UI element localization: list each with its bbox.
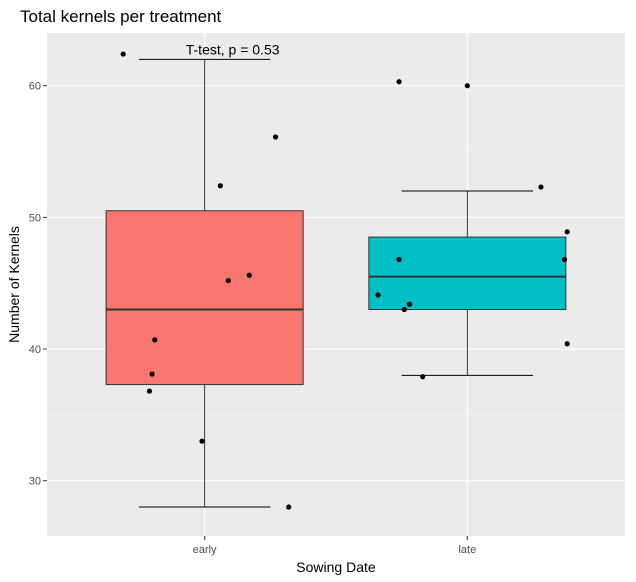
data-point <box>564 229 570 235</box>
data-point <box>272 134 279 140</box>
x-axis-label: Sowing Date <box>296 559 376 575</box>
t-test-annotation: T-test, p = 0.53 <box>186 41 280 57</box>
data-point <box>396 79 402 85</box>
chart-title: Total kernels per treatment <box>20 7 222 26</box>
data-point <box>217 183 223 189</box>
data-point <box>406 301 413 307</box>
data-points <box>120 51 570 510</box>
data-point <box>396 256 402 263</box>
y-axis-label: Number of Kernels <box>6 226 22 343</box>
y-tick-label: 40 <box>29 344 41 356</box>
x-tick-label-early: early <box>193 544 217 556</box>
data-point <box>146 388 153 394</box>
y-axis: 30 40 50 60 <box>29 81 47 488</box>
data-point <box>286 504 292 510</box>
boxes <box>105 58 567 508</box>
x-tick-label-late: late <box>458 544 476 556</box>
box-early <box>105 210 304 386</box>
data-point <box>225 277 231 284</box>
data-point <box>199 438 205 444</box>
data-point <box>149 371 155 377</box>
x-axis: early late <box>193 536 476 556</box>
data-point <box>561 256 568 263</box>
y-tick-label: 60 <box>29 81 41 93</box>
data-point <box>401 306 407 313</box>
y-tick-label: 50 <box>29 212 41 224</box>
data-point <box>120 51 126 57</box>
y-tick-label: 30 <box>29 476 41 488</box>
box-late <box>368 236 567 311</box>
data-point <box>538 184 544 190</box>
data-point <box>152 337 158 343</box>
data-point <box>375 292 381 298</box>
data-point <box>420 374 426 380</box>
data-point <box>564 341 570 347</box>
data-point <box>246 272 252 278</box>
data-point <box>464 83 470 89</box>
